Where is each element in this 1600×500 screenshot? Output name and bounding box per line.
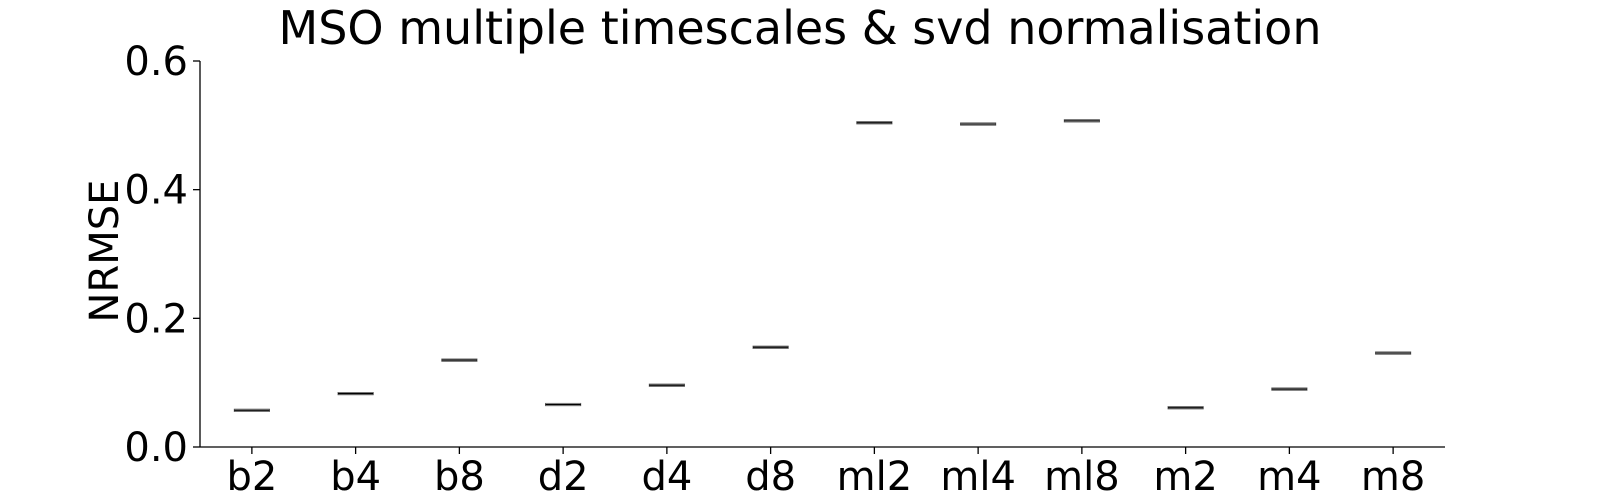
x-tick-label: m2 (1153, 454, 1217, 500)
y-tick-label: 0.6 (124, 39, 188, 85)
x-tick-label: m8 (1361, 454, 1425, 500)
y-tick-label: 0.4 (124, 168, 188, 214)
x-tick-label: b2 (226, 454, 277, 500)
x-tick-label: b4 (330, 454, 381, 500)
x-tick-label: m4 (1257, 454, 1321, 500)
x-tick-label: d8 (745, 454, 796, 500)
y-axis-label: NRMSE (82, 180, 128, 323)
x-tick-label: b8 (434, 454, 485, 500)
chart-title: MSO multiple timescales & svd normalisat… (279, 1, 1322, 55)
plot-area: 0.0 0.2 0.4 0.6 b2 b4 b8 d2 d4 d8 ml2 ml4 ml8 m2 m4 m8 (124, 39, 1445, 500)
y-tick-label: 0.0 (124, 425, 188, 471)
x-tick-label: d4 (641, 454, 692, 500)
x-tick-label: ml2 (837, 454, 913, 500)
x-tick-label: ml4 (940, 454, 1016, 500)
y-tick-label: 0.2 (124, 296, 188, 342)
x-tick-label: d2 (538, 454, 589, 500)
x-tick-label: ml8 (1044, 454, 1120, 500)
